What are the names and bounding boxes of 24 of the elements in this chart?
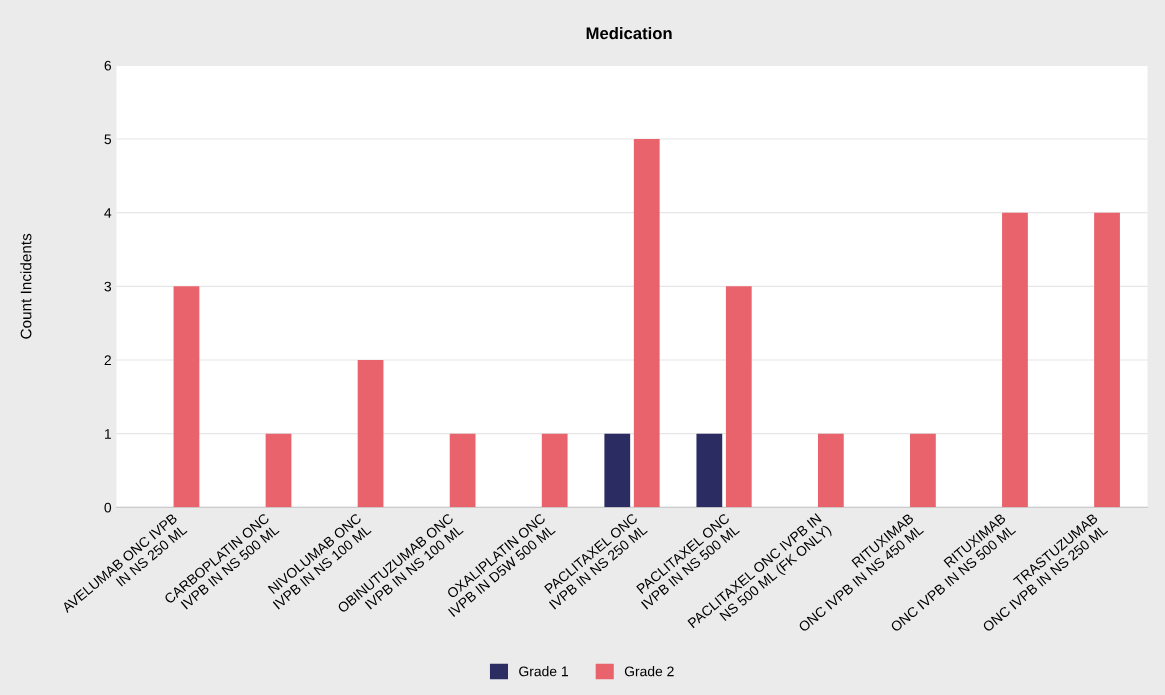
bar <box>357 360 384 508</box>
y-tick-label: 6 <box>104 60 112 71</box>
bar <box>725 286 752 508</box>
bar <box>633 139 660 508</box>
bar <box>910 433 936 508</box>
legend-label: Grade 1 <box>519 666 568 677</box>
bar <box>696 433 723 508</box>
y-tick-label: 3 <box>104 281 112 292</box>
bar <box>449 433 476 508</box>
y-axis-title: Count Incidents <box>20 233 32 339</box>
bar <box>604 433 631 508</box>
y-tick-label: 5 <box>104 134 112 145</box>
y-tick-label: 4 <box>104 208 112 218</box>
bar <box>265 433 292 508</box>
y-tick-label: 2 <box>104 355 111 366</box>
legend-label: Grade 2 <box>624 666 674 677</box>
chart-title: Medication <box>586 26 672 40</box>
bar <box>541 433 568 508</box>
bar <box>817 433 844 508</box>
bar <box>1094 212 1120 508</box>
bar <box>1002 212 1028 508</box>
y-tick-label: 0 <box>104 502 112 513</box>
y-tick-label: 1 <box>104 429 111 439</box>
bar <box>173 286 200 508</box>
